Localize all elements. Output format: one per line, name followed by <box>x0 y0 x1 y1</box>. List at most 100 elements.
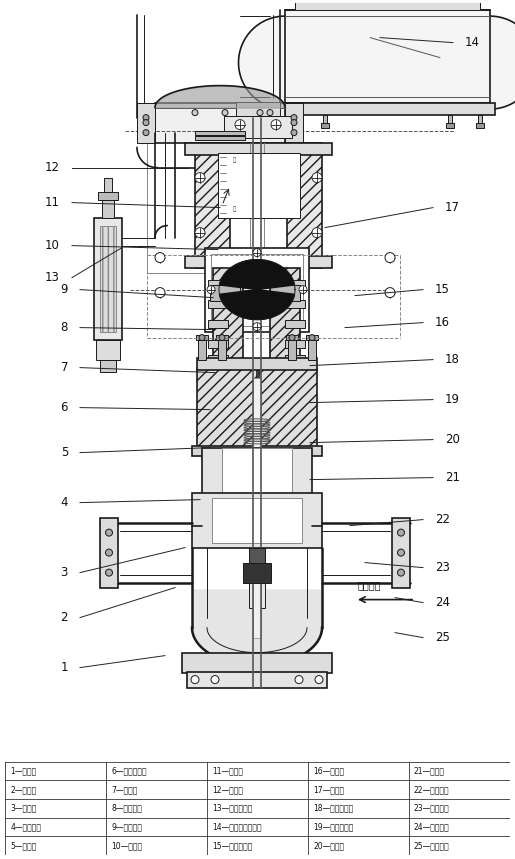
Bar <box>291 123 299 128</box>
Circle shape <box>143 114 149 120</box>
Bar <box>102 199 114 217</box>
Text: 23: 23 <box>435 561 450 574</box>
Text: 24—对开环；: 24—对开环； <box>414 822 450 832</box>
Bar <box>446 123 454 128</box>
Bar <box>104 178 112 192</box>
Text: 8: 8 <box>61 321 68 334</box>
Text: 21: 21 <box>445 471 460 484</box>
Text: 20—螺母；: 20—螺母； <box>313 841 344 850</box>
Bar <box>137 102 155 143</box>
Circle shape <box>222 110 228 116</box>
Polygon shape <box>490 9 515 109</box>
Text: 11: 11 <box>45 196 60 209</box>
Text: 关: 关 <box>233 207 236 212</box>
Text: 10: 10 <box>45 239 60 252</box>
Circle shape <box>289 335 295 341</box>
Bar <box>211 253 303 326</box>
Circle shape <box>299 285 307 294</box>
Circle shape <box>385 253 395 263</box>
Bar <box>285 280 305 288</box>
Text: 4: 4 <box>60 497 68 509</box>
Text: 6—波纹管座；: 6—波纹管座； <box>111 767 147 776</box>
Bar <box>155 102 285 143</box>
Text: 2—阀瓣；: 2—阀瓣； <box>10 785 37 795</box>
Text: 25—阀磁盖；: 25—阀磁盖； <box>414 841 450 850</box>
Circle shape <box>106 529 112 536</box>
Text: 3: 3 <box>61 566 68 579</box>
Text: 8—波纹管；: 8—波纹管； <box>111 804 142 813</box>
Text: 22: 22 <box>435 513 450 526</box>
Text: 15: 15 <box>435 283 450 296</box>
Bar <box>236 101 280 116</box>
Bar <box>100 360 116 372</box>
Bar <box>285 102 303 143</box>
Text: 20: 20 <box>445 433 460 446</box>
Bar <box>100 518 118 588</box>
Bar <box>197 368 257 448</box>
Text: 2: 2 <box>60 611 68 624</box>
Bar <box>218 338 226 360</box>
Circle shape <box>398 549 404 556</box>
Bar <box>308 338 316 360</box>
Bar <box>192 446 322 455</box>
Bar <box>476 123 484 128</box>
Circle shape <box>199 335 205 341</box>
Bar <box>285 320 305 327</box>
Bar <box>287 143 322 268</box>
Text: 15—限位开关；: 15—限位开关； <box>212 841 252 850</box>
Text: 23—止退坠；: 23—止退坠； <box>414 804 450 813</box>
Bar <box>478 114 482 125</box>
Text: 12: 12 <box>45 161 60 174</box>
Circle shape <box>295 676 303 684</box>
Circle shape <box>195 228 205 238</box>
Bar <box>202 448 312 508</box>
Circle shape <box>398 570 404 576</box>
Bar <box>222 448 292 503</box>
Text: 4—下阀杆；: 4—下阀杆； <box>10 822 41 832</box>
Bar <box>285 9 490 102</box>
Circle shape <box>155 288 165 297</box>
Bar <box>216 335 228 339</box>
Circle shape <box>106 549 112 556</box>
Bar <box>195 131 245 135</box>
Bar <box>286 335 298 339</box>
Text: 19—弹簧压主；: 19—弹簧压主； <box>313 822 353 832</box>
Bar <box>192 492 322 547</box>
Text: 16—铝膜；: 16—铝膜； <box>313 767 344 776</box>
Circle shape <box>143 130 149 136</box>
Circle shape <box>312 173 322 183</box>
Circle shape <box>291 130 297 136</box>
Bar <box>259 368 317 448</box>
Circle shape <box>253 248 261 257</box>
Text: 1—阀体；: 1—阀体； <box>10 767 37 776</box>
Bar <box>185 256 332 268</box>
Bar <box>208 300 228 308</box>
Bar <box>270 268 300 368</box>
Bar <box>224 116 292 137</box>
Bar <box>212 497 302 543</box>
Circle shape <box>207 285 215 294</box>
Circle shape <box>312 228 322 238</box>
Bar <box>197 357 317 369</box>
Circle shape <box>106 570 112 576</box>
Bar <box>448 114 452 125</box>
Circle shape <box>267 110 273 116</box>
Text: 介质流向: 介质流向 <box>358 581 382 591</box>
Text: 5—坠片；: 5—坠片； <box>10 841 37 850</box>
Text: 17: 17 <box>445 201 460 214</box>
Bar <box>195 143 230 268</box>
Bar <box>392 518 410 588</box>
Text: 5: 5 <box>61 446 68 459</box>
Bar <box>98 192 118 199</box>
Text: 6: 6 <box>60 401 68 414</box>
Bar <box>182 653 332 673</box>
Circle shape <box>155 253 165 263</box>
Circle shape <box>195 173 205 183</box>
Circle shape <box>309 335 315 341</box>
Text: 1: 1 <box>60 661 68 674</box>
Circle shape <box>191 676 199 684</box>
Bar <box>249 547 265 563</box>
Circle shape <box>385 288 395 297</box>
Bar <box>210 284 240 301</box>
Bar <box>94 217 122 339</box>
